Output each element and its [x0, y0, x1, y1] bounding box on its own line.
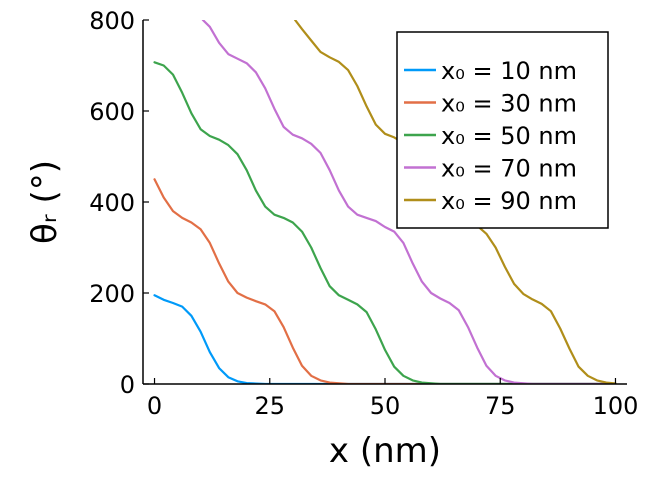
x-tick-label: 100: [593, 392, 639, 420]
legend-label-5: x₀ = 90 nm: [441, 187, 577, 215]
legend-label-3: x₀ = 50 nm: [441, 122, 577, 150]
x-tick-label: 50: [370, 392, 401, 420]
series-line-2: [153, 178, 617, 384]
y-tick-label: 600: [89, 98, 135, 126]
series-line-3: [153, 61, 617, 384]
x-tick-label: 0: [147, 392, 162, 420]
x-axis-title: x (nm): [329, 431, 441, 471]
legend-label-2: x₀ = 30 nm: [441, 90, 577, 118]
y-tick-label: 800: [89, 7, 135, 35]
series-line-4: [201, 20, 617, 384]
y-tick-label: 200: [89, 280, 135, 308]
legend-box: [396, 31, 609, 229]
axes: [142, 19, 627, 385]
y-tick-label: 400: [89, 189, 135, 217]
legend: x₀ = 10 nm x₀ = 30 nm x₀ = 50 nm x₀ = 70 nm…: [396, 31, 609, 229]
y-tick-label: 0: [120, 371, 135, 399]
tick-labels: 0 25 50 75 100 0 200 400 600 800: [89, 7, 638, 420]
x-tick-label: 75: [485, 392, 516, 420]
legend-label-1: x₀ = 10 nm: [441, 57, 577, 85]
x-tick-label: 25: [254, 392, 285, 420]
legend-label-4: x₀ = 70 nm: [441, 155, 577, 183]
series-line-1: [153, 294, 617, 384]
y-axis-title: θᵣ (°): [25, 160, 65, 244]
